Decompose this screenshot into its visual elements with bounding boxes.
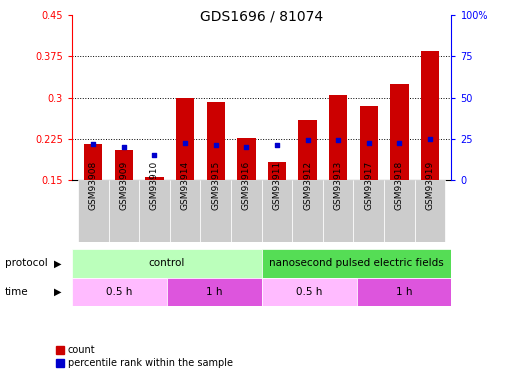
Bar [268, 162, 286, 180]
Text: GSM93917: GSM93917 [364, 160, 373, 210]
Text: GSM93915: GSM93915 [211, 160, 220, 210]
Point [365, 140, 373, 146]
Text: 0.5 h: 0.5 h [296, 286, 322, 297]
Text: GSM93918: GSM93918 [395, 160, 404, 210]
Text: GSM93914: GSM93914 [181, 160, 190, 210]
Bar [360, 106, 378, 180]
Text: GSM93908: GSM93908 [89, 160, 98, 210]
Bar [176, 98, 194, 180]
Bar [207, 102, 225, 180]
Text: nanosecond pulsed electric fields: nanosecond pulsed electric fields [269, 258, 444, 268]
Text: 0.5 h: 0.5 h [106, 286, 132, 297]
Bar [329, 95, 347, 180]
Bar [353, 180, 384, 242]
Bar [201, 180, 231, 242]
Bar [231, 180, 262, 242]
Bar [139, 180, 170, 242]
Bar [115, 150, 133, 180]
Bar [384, 180, 415, 242]
Bar [292, 180, 323, 242]
Point [242, 144, 250, 150]
Text: ▶: ▶ [54, 258, 62, 268]
Bar [72, 249, 262, 278]
Text: GSM93913: GSM93913 [333, 160, 343, 210]
Text: GSM93919: GSM93919 [425, 160, 435, 210]
Bar [415, 180, 445, 242]
Point [396, 140, 404, 146]
Bar [357, 278, 451, 306]
Point [426, 136, 434, 142]
Bar [78, 180, 109, 242]
Text: GSM93910: GSM93910 [150, 160, 159, 210]
Bar [421, 51, 439, 180]
Text: 1 h: 1 h [206, 286, 223, 297]
Point [304, 137, 312, 143]
Text: protocol: protocol [5, 258, 48, 268]
Bar [170, 180, 201, 242]
Text: GSM93911: GSM93911 [272, 160, 282, 210]
Point [334, 137, 342, 143]
Bar [109, 180, 139, 242]
Bar [145, 177, 164, 180]
Legend: count, percentile rank within the sample: count, percentile rank within the sample [56, 345, 233, 368]
Point [273, 142, 281, 148]
Text: control: control [149, 258, 185, 268]
Point [211, 142, 220, 148]
Bar [72, 278, 167, 306]
Point [181, 140, 189, 146]
Bar [84, 144, 103, 180]
Bar [390, 84, 408, 180]
Bar [262, 278, 357, 306]
Bar [262, 249, 451, 278]
Bar [299, 120, 317, 180]
Text: 1 h: 1 h [396, 286, 412, 297]
Text: ▶: ▶ [54, 286, 62, 297]
Text: GDS1696 / 81074: GDS1696 / 81074 [200, 9, 323, 23]
Point [120, 144, 128, 150]
Text: time: time [5, 286, 29, 297]
Bar [323, 180, 353, 242]
Point [150, 152, 159, 158]
Bar [262, 180, 292, 242]
Text: GSM93912: GSM93912 [303, 160, 312, 210]
Text: GSM93916: GSM93916 [242, 160, 251, 210]
Point [89, 141, 97, 147]
Bar [237, 138, 255, 180]
Bar [167, 278, 262, 306]
Text: GSM93909: GSM93909 [120, 160, 128, 210]
